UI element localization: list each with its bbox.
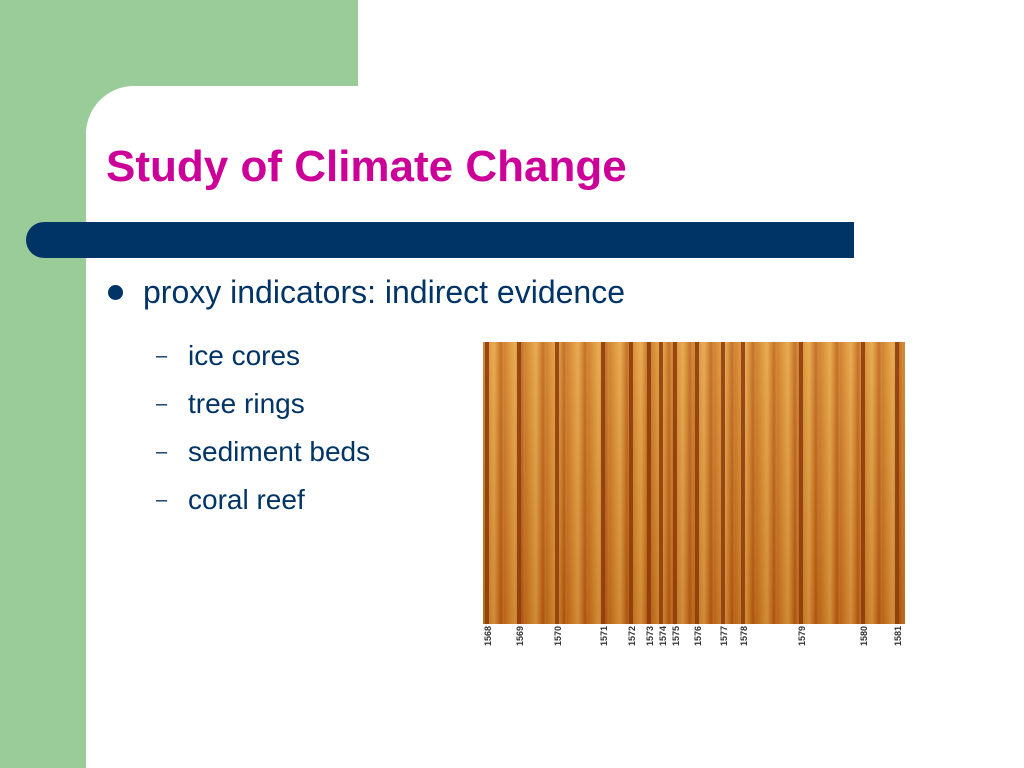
sub-bullet-text: coral reef [188,484,305,515]
year-label: 1569 [515,625,525,646]
year-label: 1580 [859,625,869,646]
year-label: 1578 [739,625,749,646]
sub-bullet-text: tree rings [188,388,305,419]
dash-icon: – [156,488,168,511]
sub-bullet-text: ice cores [188,340,301,371]
year-label: 1576 [693,625,703,646]
year-label: 1575 [671,625,681,646]
year-label: 1579 [797,625,807,646]
side-panel-top [0,0,358,86]
title-underline-bar [26,222,854,258]
dash-icon: – [156,440,168,463]
year-label: 1574 [658,625,668,646]
sub-bullet-item: – tree rings [156,380,370,428]
tree-ring-year-labels: 1568 1569 1570 1571 1572 1573 1574 1575 … [475,624,915,648]
main-bullet-text: proxy indicators: indirect evidence [143,274,626,310]
sub-bullet-item: – coral reef [156,476,370,524]
dash-icon: – [156,392,168,415]
year-label: 1573 [645,625,655,646]
sub-bullet-list: – ice cores – tree rings – sediment beds… [156,332,370,524]
slide-title: Study of Climate Change [106,142,627,191]
year-label: 1581 [893,625,903,646]
main-bullet: proxy indicators: indirect evidence [108,274,625,311]
sub-bullet-item: – sediment beds [156,428,370,476]
tree-ring-image [483,342,905,624]
year-label: 1570 [553,625,563,646]
year-label: 1568 [483,625,493,646]
year-label: 1577 [719,625,729,646]
sub-bullet-text: sediment beds [188,436,371,467]
dash-icon: – [156,344,168,367]
year-label: 1572 [627,625,637,646]
background-top-right [358,0,1024,86]
bullet-dot-icon [108,285,123,300]
year-label: 1571 [599,625,609,646]
sub-bullet-item: – ice cores [156,332,370,380]
